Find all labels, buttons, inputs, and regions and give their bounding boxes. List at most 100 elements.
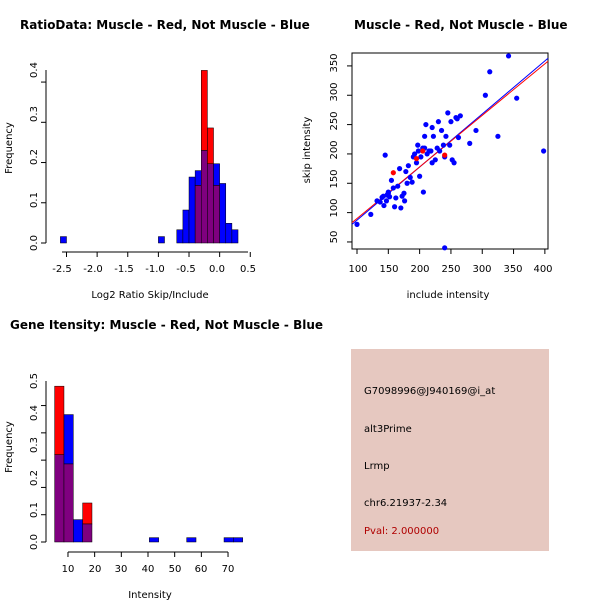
ratio-ytick-label: 0.2 <box>29 149 40 165</box>
not-muscle-point <box>403 168 409 175</box>
not-muscle-point <box>448 119 454 125</box>
not-muscle-point <box>412 151 418 157</box>
intensity-xtick-label: 20 <box>89 564 102 575</box>
genomic-location: chr6.21937-2.34 <box>364 498 448 509</box>
ratio-not-muscle-bar <box>194 170 202 186</box>
not-muscle-point <box>473 127 479 134</box>
intensity-histogram-bars <box>54 385 243 543</box>
scatter-ytick-label: 50 <box>329 231 340 244</box>
ratio-histogram-y-ticks: 0.0 0.1 0.2 0.3 0.4 <box>29 62 46 251</box>
not-muscle-point <box>445 110 451 116</box>
intensity-xtick-label: 30 <box>115 564 128 575</box>
ratio-not-muscle-bar <box>176 229 184 244</box>
intensity-ytick-label: 0.2 <box>29 470 40 486</box>
not-muscle-point <box>505 53 512 59</box>
not-muscle-point <box>393 195 399 201</box>
probe-info-panel: G7098996@J940169@i_at alt3Prime Lrmp chr… <box>351 349 549 551</box>
ratio-xtick-label: -2.0 <box>83 264 103 275</box>
intensity-histogram-ylabel: Frequency <box>4 421 15 473</box>
scatter-xtick-label: 150 <box>379 264 398 275</box>
not-muscle-point <box>429 124 435 131</box>
intensity-not-muscle-bar <box>233 537 243 543</box>
not-muscle-point <box>428 148 434 154</box>
ratio-xtick-label: -1.0 <box>145 264 165 275</box>
not-muscle-point <box>437 148 443 154</box>
scatter-ytick-label: 250 <box>329 111 340 130</box>
muscle-point <box>442 152 448 158</box>
scatter-ytick-label: 100 <box>329 198 340 217</box>
intensity-overlap-bar <box>63 463 74 543</box>
ratio-xtick-label: -2.5 <box>52 264 72 275</box>
ratio-ytick-label: 0.0 <box>29 235 40 251</box>
intensity-overlap-bar <box>54 454 65 543</box>
not-muscle-point <box>455 134 462 141</box>
not-muscle-point <box>390 185 396 191</box>
not-muscle-point <box>487 69 493 75</box>
intensity-ytick-label: 0.0 <box>29 534 40 550</box>
scatter-xtick-label: 200 <box>410 264 429 275</box>
ratio-ytick-label: 0.1 <box>29 192 40 208</box>
intensity-not-muscle-bar <box>223 537 234 543</box>
scatter-xtick-label: 250 <box>441 264 460 275</box>
ratio-histogram: RatioData: Muscle - Red, Not Muscle - Bl… <box>4 18 310 301</box>
not-muscle-point <box>405 163 411 169</box>
intensity-xtick-label: 70 <box>222 564 235 575</box>
ratio-overlap-bar <box>213 185 220 244</box>
not-muscle-point <box>409 179 415 185</box>
not-muscle-point <box>388 177 395 183</box>
intensity-xtick-label: 40 <box>142 564 155 575</box>
intensity-histogram-x-ticks: 10 20 30 40 50 60 70 <box>62 552 235 575</box>
ratio-muscle-bar <box>201 70 208 151</box>
scatter-ylabel: skip intensity <box>302 117 313 184</box>
ratio-ytick-label: 0.3 <box>29 106 40 122</box>
not-muscle-point <box>396 166 403 172</box>
scatter-xtick-label: 100 <box>348 264 367 275</box>
scatter-points <box>354 53 547 251</box>
intensity-histogram-title: Gene Itensity: Muscle - Red, Not Muscle … <box>10 318 323 332</box>
ratio-xtick-label: -0.5 <box>176 264 196 275</box>
intensity-not-muscle-bar <box>186 537 197 543</box>
not-muscle-point <box>413 160 420 166</box>
intensity-ytick-label: 0.5 <box>29 373 40 389</box>
not-muscle-point <box>398 205 404 211</box>
not-muscle-point <box>442 245 448 251</box>
intensity-xtick-label: 10 <box>62 564 75 575</box>
intensity-not-muscle-bar <box>149 537 159 543</box>
ratio-not-muscle-bar <box>225 223 233 244</box>
intensity-muscle-bar <box>54 385 65 455</box>
ratio-xtick-label: 0.5 <box>240 264 256 275</box>
muscle-point <box>390 170 396 176</box>
scatter-xtick-label: 400 <box>533 264 552 275</box>
ratio-overlap-bar <box>207 163 214 244</box>
ratio-histogram-title: RatioData: Muscle - Red, Not Muscle - Bl… <box>20 18 310 32</box>
not-muscle-point <box>354 221 360 227</box>
not-muscle-point <box>514 95 520 101</box>
not-muscle-point <box>401 190 407 196</box>
ratio-histogram-x-ticks: -2.5 -2.0 -1.5 -1.0 -0.5 0.0 0.5 <box>52 252 256 275</box>
not-muscle-point <box>391 204 398 210</box>
intensity-histogram-y-ticks: 0.0 0.1 0.2 0.3 0.4 0.5 <box>29 373 46 550</box>
not-muscle-point <box>383 198 390 204</box>
not-muscle-point <box>381 202 387 209</box>
not-muscle-point <box>430 133 437 139</box>
not-muscle-point <box>377 199 383 205</box>
not-muscle-point <box>495 133 501 139</box>
ratio-histogram-ylabel: Frequency <box>4 122 15 174</box>
intensity-not-muscle-bar <box>73 519 83 543</box>
not-muscle-point <box>415 142 421 148</box>
not-muscle-point <box>432 157 438 163</box>
probe-id: G7098996@J940169@i_at <box>364 386 496 397</box>
intensity-histogram-xlabel: Intensity <box>128 590 172 600</box>
scatter-title: Muscle - Red, Not Muscle - Blue <box>354 18 568 32</box>
scatter-y-ticks: 50 100 150 200 250 300 350 <box>329 53 352 243</box>
scatter-xtick-label: 300 <box>472 264 491 275</box>
intensity-xtick-label: 50 <box>169 564 182 575</box>
ratio-histogram-xlabel: Log2 Ratio Skip/Include <box>91 290 208 301</box>
intensity-muscle-bar <box>82 502 93 525</box>
scatter-xlabel: include intensity <box>407 290 490 301</box>
intensity-scatter: Muscle - Red, Not Muscle - Blue 100 150 … <box>302 18 568 301</box>
ratio-not-muscle-bar <box>182 209 190 244</box>
ratio-not-muscle-bar <box>188 176 196 244</box>
scatter-ytick-label: 150 <box>329 169 340 188</box>
